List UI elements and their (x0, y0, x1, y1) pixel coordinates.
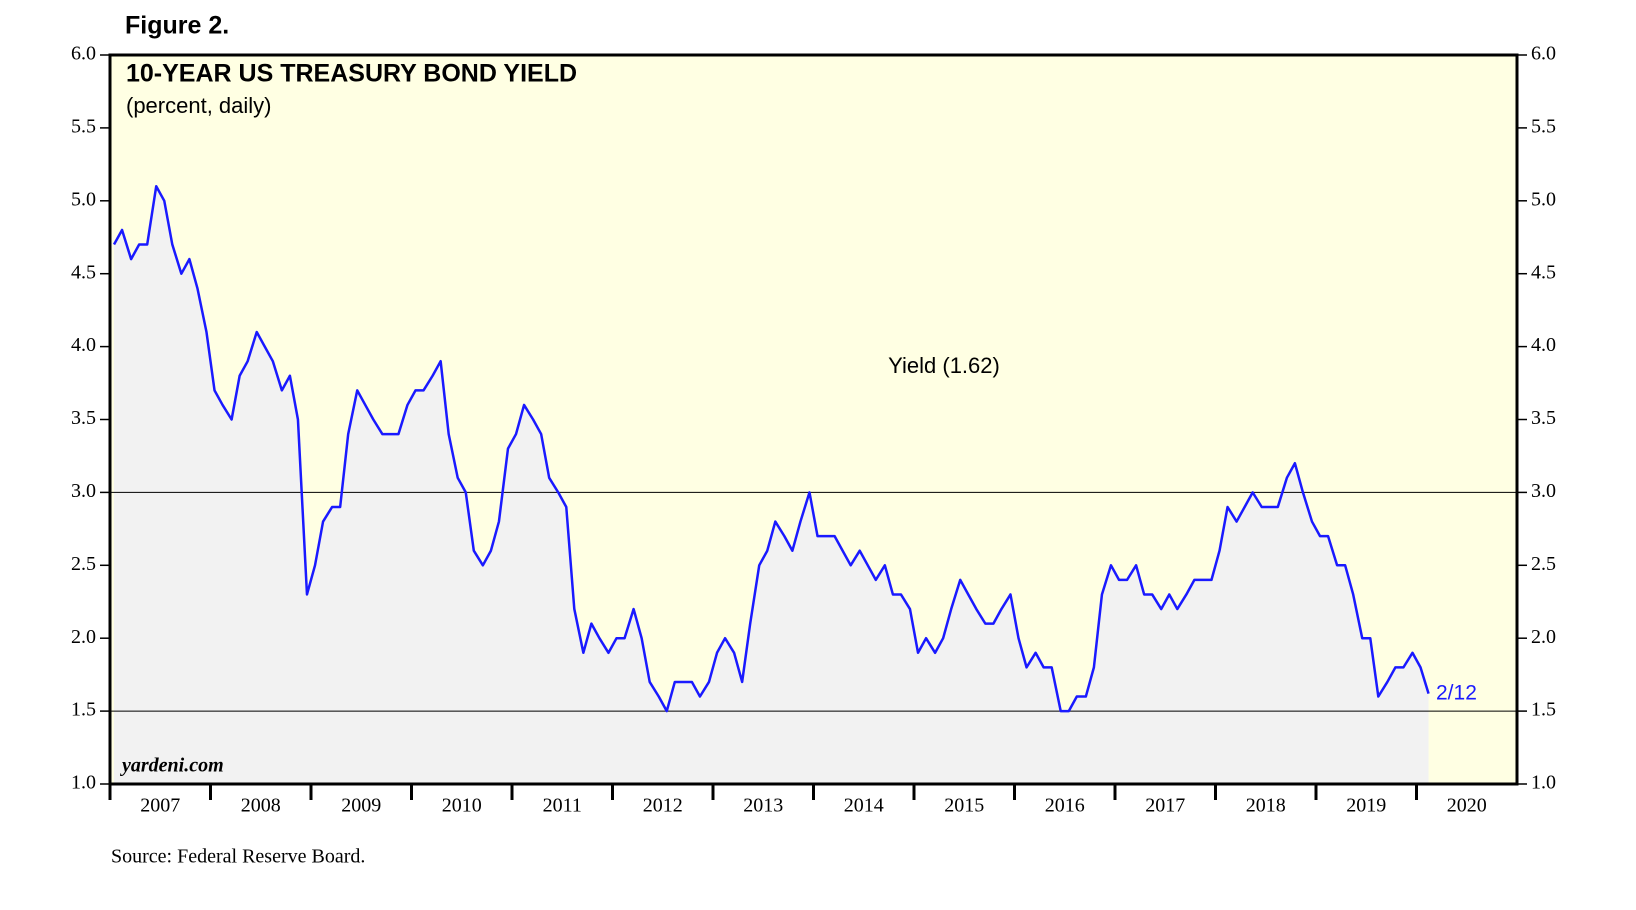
y-tick-label: 1.0 (71, 772, 96, 794)
y-tick-label: 3.5 (71, 407, 96, 429)
x-tick-label: 2012 (643, 795, 683, 817)
y2-tick-label: 2.0 (1531, 626, 1556, 648)
figure-label: Figure 2. (125, 12, 229, 40)
y-tick-label: 2.5 (71, 553, 96, 575)
x-tick-label: 2019 (1346, 795, 1386, 817)
y2-tick-label: 4.0 (1531, 334, 1556, 356)
y2-tick-label: 2.5 (1531, 553, 1556, 575)
chart-subtitle: (percent, daily) (126, 93, 272, 118)
y-tick-label: 2.0 (71, 626, 96, 648)
x-tick-label: 2010 (442, 795, 482, 817)
watermark: yardeni.com (120, 755, 224, 777)
y2-tick-label: 5.0 (1531, 188, 1556, 210)
area (114, 186, 1429, 785)
marks (110, 184, 1517, 785)
x-tick-label: 2014 (844, 795, 884, 817)
y2-tick-label: 4.5 (1531, 261, 1556, 283)
y2-tick-label: 3.5 (1531, 407, 1556, 429)
x-tick-label: 2017 (1145, 795, 1185, 817)
y-tick-label: 4.5 (71, 261, 96, 283)
line (112, 184, 1430, 713)
y2-tick-label: 6.0 (1531, 43, 1556, 65)
y-tick-label: 3.0 (71, 480, 96, 502)
chart-title: 10-YEAR US TREASURY BOND YIELD (126, 60, 577, 88)
y-tick-label: 4.0 (71, 334, 96, 356)
x-tick-label: 2020 (1447, 795, 1487, 817)
x-tick-label: 2008 (241, 795, 281, 817)
source: Source: Federal Reserve Board. (111, 846, 365, 868)
last-date-label: 2/12 (1436, 682, 1477, 705)
y-tick-label: 5.0 (71, 188, 96, 210)
x-tick-label: 2016 (1045, 795, 1085, 817)
y2-tick-label: 1.0 (1531, 772, 1556, 794)
x-tick-label: 2013 (743, 795, 783, 817)
y2-tick-label: 5.5 (1531, 115, 1556, 137)
y2-tick-label: 1.5 (1531, 699, 1556, 721)
x-tick-label: 2007 (140, 795, 180, 817)
y-tick-label: 5.5 (71, 115, 96, 137)
x-tick-label: 2015 (944, 795, 984, 817)
y-tick-label: 1.5 (71, 699, 96, 721)
x-tick-label: 2009 (341, 795, 381, 817)
x-tick-label: 2011 (543, 795, 582, 817)
y-tick-label: 6.0 (71, 43, 96, 65)
annotation: Yield (1.62) (888, 353, 1000, 378)
x-tick-label: 2018 (1246, 795, 1286, 817)
y2-tick-label: 3.0 (1531, 480, 1556, 502)
